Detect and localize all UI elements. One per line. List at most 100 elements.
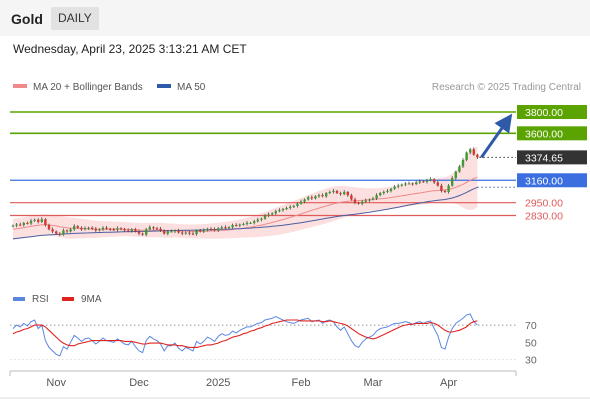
candle [278, 208, 281, 213]
candle [332, 189, 335, 194]
candle-body [40, 219, 43, 222]
candle-body [357, 202, 360, 204]
candle [105, 225, 108, 230]
candle [263, 213, 267, 220]
candle [346, 190, 349, 197]
candle [245, 221, 249, 226]
x-axis: Nov Dec 2025 Feb Mar Apr [0, 370, 590, 399]
candle-body [472, 149, 475, 155]
candle [26, 221, 29, 225]
candle [472, 147, 475, 156]
candle [231, 223, 234, 229]
candle [152, 226, 155, 230]
candle [317, 193, 321, 198]
candle-body [65, 230, 69, 232]
level-label-text: 3374.65 [525, 152, 563, 164]
candle [22, 221, 25, 227]
candle-body [55, 231, 58, 234]
candle-body [274, 211, 277, 214]
candle-body [271, 213, 274, 215]
candle-body [303, 199, 306, 202]
candle-body [195, 230, 198, 235]
candle [227, 226, 231, 229]
candle [91, 226, 94, 230]
candle [37, 218, 40, 224]
candle [433, 178, 436, 184]
candle-body [454, 171, 457, 179]
candle [29, 218, 33, 226]
candle [130, 228, 133, 233]
candle [461, 158, 465, 168]
level-label-text: 3600.00 [525, 128, 563, 140]
candle-body [335, 190, 339, 194]
candle-body [58, 233, 61, 235]
timeframe-badge[interactable]: DAILY [51, 7, 99, 30]
rsi-legend-label: 9MA [81, 294, 102, 305]
candle-body [123, 229, 126, 231]
candle [15, 223, 18, 228]
candle [361, 200, 364, 206]
candle [454, 170, 457, 180]
candle-body [127, 230, 130, 232]
candle-body [62, 230, 65, 235]
candle-body [451, 178, 454, 186]
candle-body [364, 200, 367, 202]
candle-body [209, 228, 213, 230]
candle [159, 226, 162, 232]
candle [447, 184, 450, 194]
candle [83, 226, 87, 231]
candle [58, 232, 61, 237]
candle-body [213, 229, 216, 231]
candle [94, 226, 97, 232]
candle-body [76, 226, 79, 228]
level-label-text: 3800.00 [525, 107, 563, 119]
candle-body [325, 193, 328, 197]
candle-body [447, 185, 450, 192]
candle [98, 228, 101, 232]
candle-body [397, 185, 400, 187]
candles [11, 147, 479, 237]
candle [51, 227, 54, 234]
candle [44, 218, 47, 227]
rsi-tick-label: 30 [525, 354, 537, 366]
candle-body [181, 232, 184, 234]
candle-body [116, 228, 119, 230]
candle-body [91, 227, 94, 229]
candle-body [443, 190, 447, 192]
candle-body [87, 227, 90, 229]
watermark: Research © 2025 Trading Central [432, 82, 581, 93]
candle [443, 189, 447, 194]
candle [235, 223, 238, 227]
candle [307, 195, 310, 201]
level-label-box [517, 105, 587, 119]
candle-body [339, 193, 342, 195]
candle-body [98, 229, 101, 231]
candle-body [436, 182, 439, 186]
candle [188, 231, 191, 236]
timestamp: Wednesday, April 23, 2025 3:13:21 AM CET [13, 42, 247, 56]
candle [195, 229, 198, 236]
rsi-line [12, 313, 478, 357]
candle [87, 226, 90, 230]
candle-body [317, 195, 321, 197]
candle-body [80, 227, 83, 230]
candle-body [461, 160, 465, 167]
x-tick-label: Apr [440, 377, 457, 389]
level-label-box [517, 173, 587, 188]
candle [69, 227, 72, 233]
candle-body [296, 203, 299, 206]
candle [393, 185, 396, 190]
candle [335, 189, 339, 195]
x-tick-label: Feb [292, 377, 311, 389]
level-label-box [517, 150, 587, 165]
candle [299, 199, 303, 205]
candle-body [411, 183, 414, 185]
rsi-legend-label: RSI [32, 294, 49, 305]
candle-body [346, 192, 349, 196]
candle-body [173, 230, 177, 232]
candle-body [310, 197, 313, 199]
candle [148, 225, 151, 231]
candle [368, 198, 371, 203]
rsi-panel: RSI 9MA 70 50 30 [10, 294, 537, 366]
candle [296, 202, 299, 208]
